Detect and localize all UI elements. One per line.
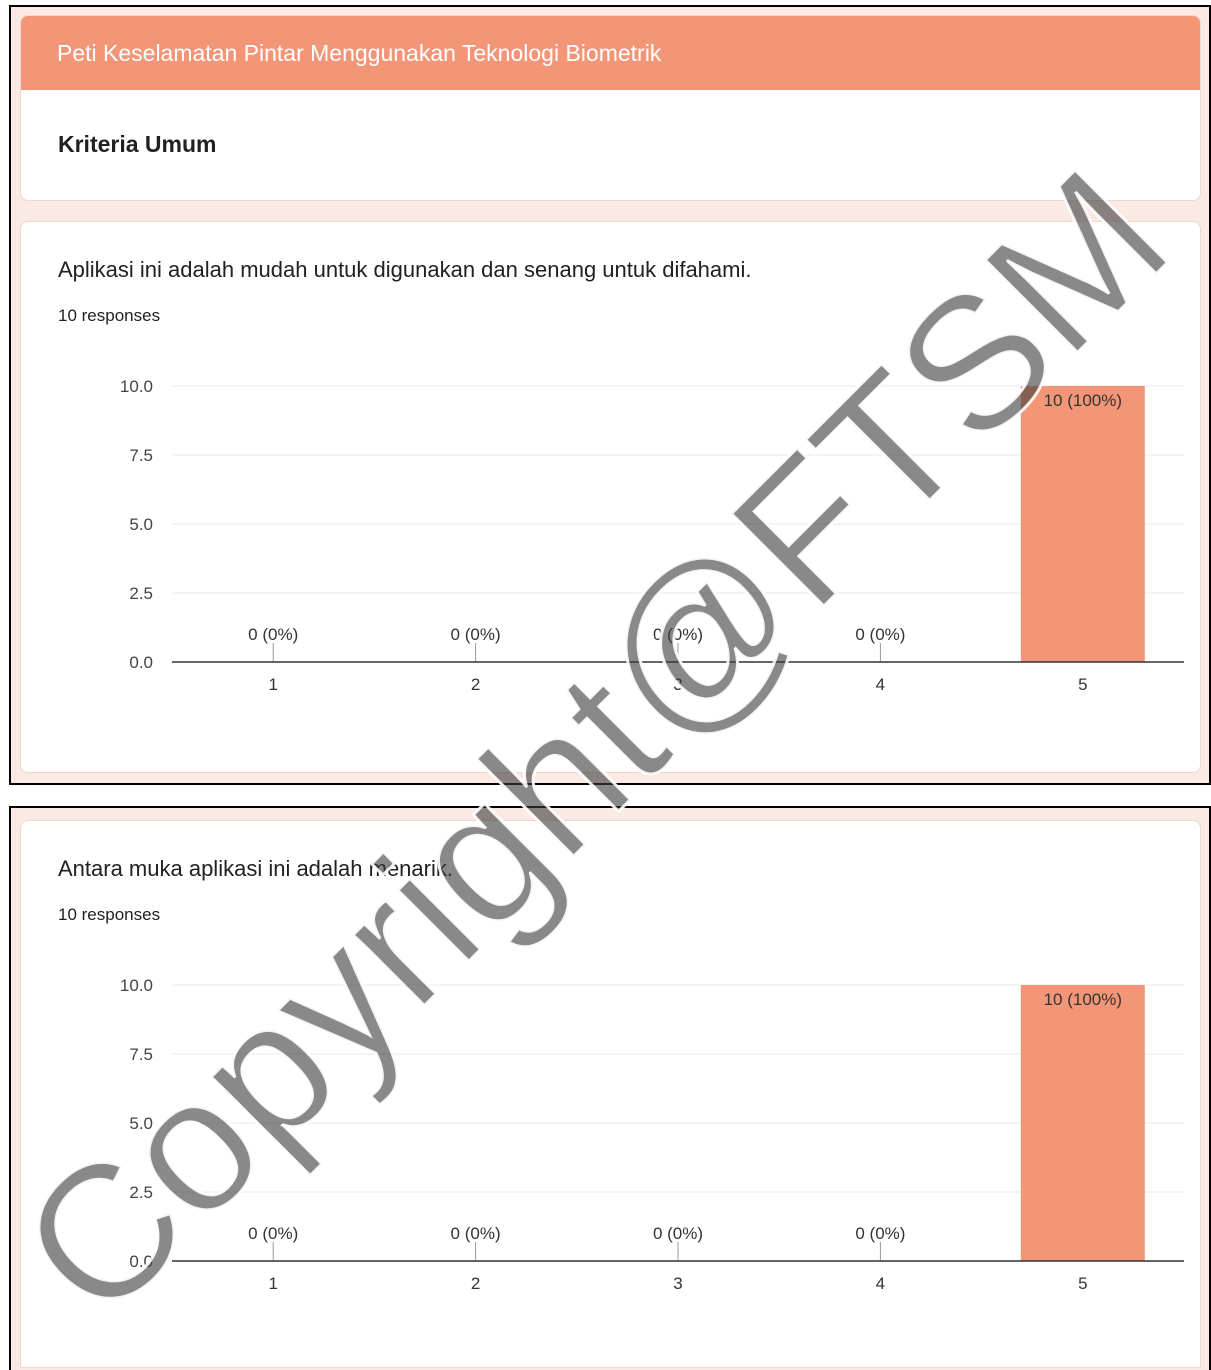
x-tick-label: 3	[673, 675, 682, 694]
x-tick-label: 2	[471, 1274, 480, 1293]
y-tick-label: 10.0	[120, 976, 153, 995]
y-tick-label: 0.0	[129, 1252, 153, 1271]
data-label: 0 (0%)	[451, 1224, 501, 1243]
y-tick-label: 0.0	[129, 653, 153, 672]
y-tick-label: 2.5	[129, 584, 153, 603]
x-tick-label: 3	[673, 1274, 682, 1293]
data-label: 0 (0%)	[248, 625, 298, 644]
data-label: 0 (0%)	[248, 1224, 298, 1243]
y-tick-label: 7.5	[129, 446, 153, 465]
x-tick-label: 2	[471, 675, 480, 694]
question-title: Aplikasi ini adalah mudah untuk digunaka…	[58, 257, 752, 282]
data-label: 0 (0%)	[855, 625, 905, 644]
y-tick-label: 5.0	[129, 515, 153, 534]
data-label: 0 (0%)	[653, 625, 703, 644]
data-label: 0 (0%)	[451, 625, 501, 644]
question-card-2: Antara muka aplikasi ini adalah menarik.…	[20, 820, 1201, 1368]
x-tick-label: 4	[876, 675, 885, 694]
y-tick-label: 5.0	[129, 1114, 153, 1133]
responses-count: 10 responses	[58, 306, 161, 325]
y-tick-label: 10.0	[120, 377, 153, 396]
section-title: Kriteria Umum	[58, 131, 217, 157]
bar	[1020, 985, 1145, 1261]
bar-chart: 0.0 2.5 5.0 7.5 10.0 0 (0%) 1 0 (0%) 2 0 (0%) 3 0 (…	[120, 377, 1184, 694]
bar-chart: 0.0 2.5 5.0 7.5 10.0 0 (0%) 1 0 (0%) 2 0 (0%) 3 0 (…	[120, 976, 1184, 1293]
screenshot-panel-bottom: Antara muka aplikasi ini adalah menarik.…	[9, 806, 1211, 1370]
question-card-1: Aplikasi ini adalah mudah untuk digunaka…	[20, 221, 1201, 773]
y-tick-label: 7.5	[129, 1045, 153, 1064]
x-tick-label: 5	[1078, 1274, 1087, 1293]
screenshot-panel-top: Peti Keselamatan Pintar Menggunakan Tekn…	[9, 5, 1211, 785]
data-label: 0 (0%)	[855, 1224, 905, 1243]
data-label: 0 (0%)	[653, 1224, 703, 1243]
x-tick-label: 1	[268, 1274, 277, 1293]
x-tick-label: 4	[876, 1274, 885, 1293]
form-header-card: Peti Keselamatan Pintar Menggunakan Tekn…	[20, 15, 1201, 201]
data-label: 10 (100%)	[1044, 391, 1122, 410]
y-tick-label: 2.5	[129, 1183, 153, 1202]
x-tick-label: 1	[268, 675, 277, 694]
bar	[1020, 386, 1145, 662]
x-tick-label: 5	[1078, 675, 1087, 694]
responses-count: 10 responses	[58, 905, 161, 924]
data-label: 10 (100%)	[1044, 990, 1122, 1009]
question-title: Antara muka aplikasi ini adalah menarik.	[58, 856, 453, 881]
form-title: Peti Keselamatan Pintar Menggunakan Tekn…	[21, 16, 1200, 90]
